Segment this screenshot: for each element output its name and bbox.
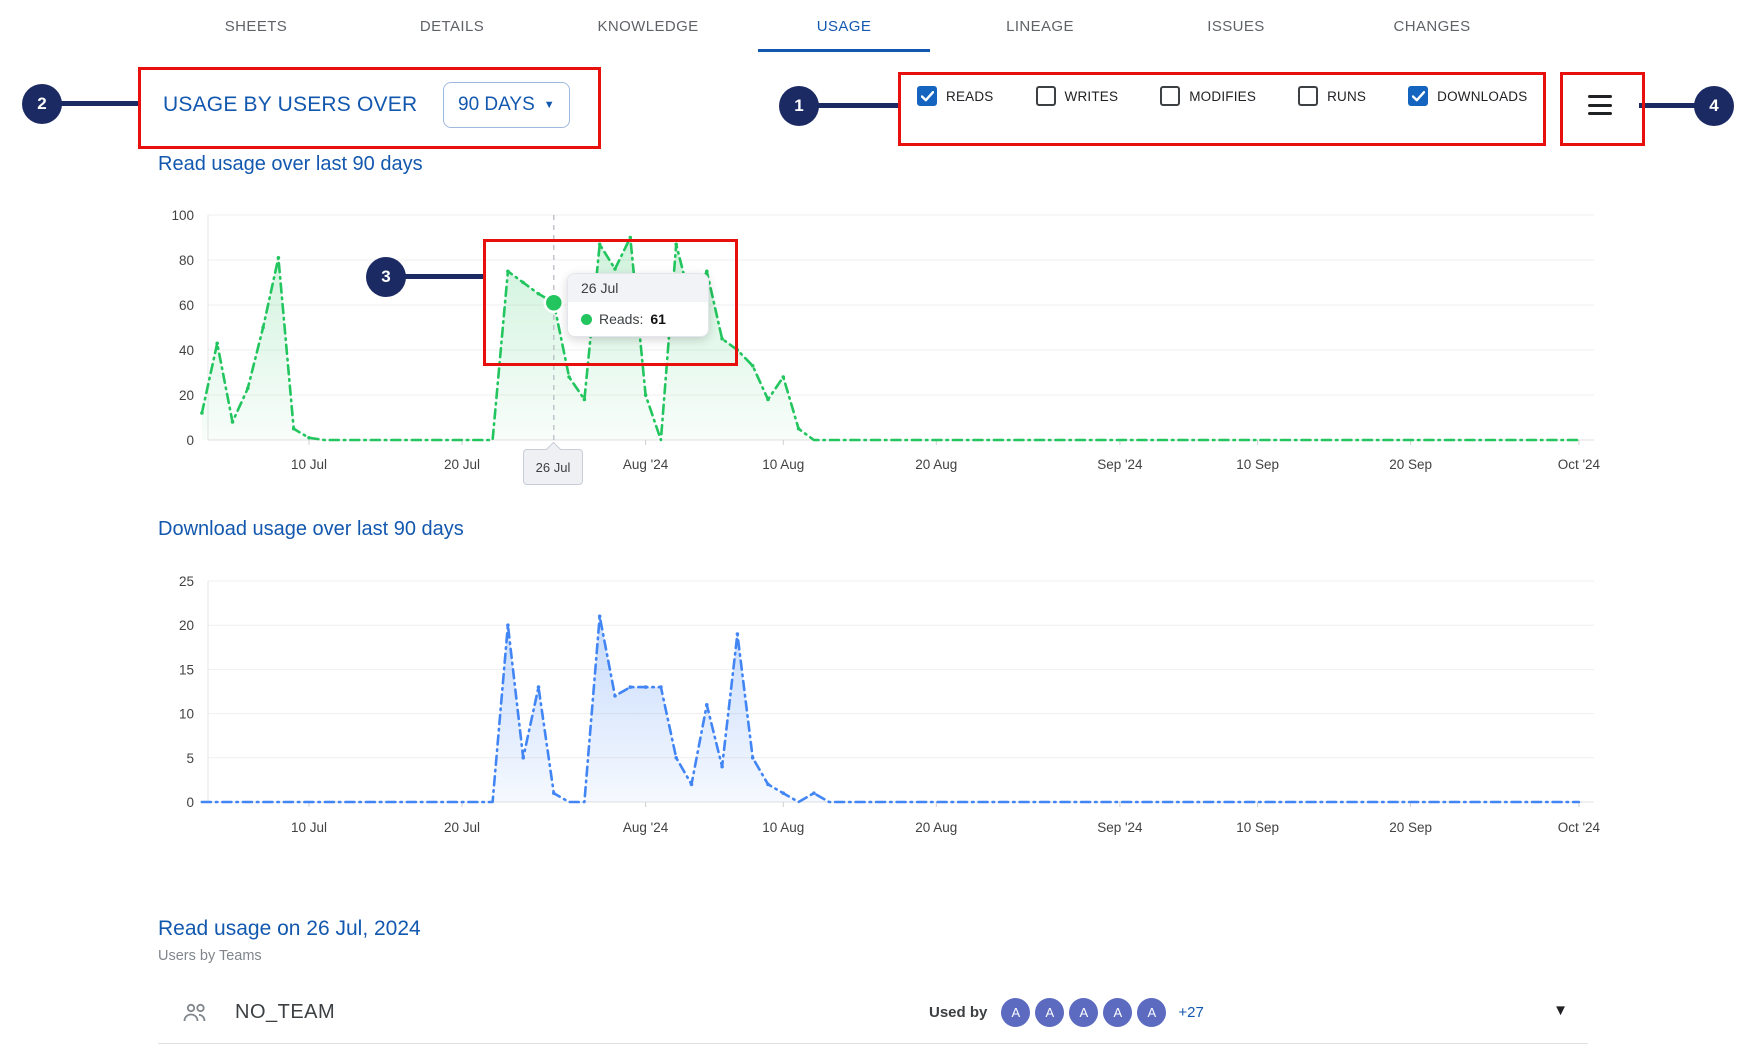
range-dropdown-value: 90 DAYS bbox=[458, 94, 535, 115]
tab-issues[interactable]: ISSUES bbox=[1207, 17, 1265, 35]
svg-text:40: 40 bbox=[179, 343, 194, 358]
callout-line-1 bbox=[818, 103, 898, 108]
filter-label: MODIFIES bbox=[1189, 88, 1257, 104]
svg-text:20 Jul: 20 Jul bbox=[444, 820, 480, 835]
tab-changes[interactable]: CHANGES bbox=[1393, 17, 1471, 35]
read-usage-chart-title: Read usage over last 90 days bbox=[158, 153, 423, 175]
series-dot-icon bbox=[581, 313, 592, 325]
callout-line-3 bbox=[404, 274, 483, 279]
checked-checkbox-icon[interactable] bbox=[1408, 86, 1429, 106]
callout-3: 3 bbox=[366, 257, 406, 297]
svg-text:0: 0 bbox=[186, 795, 194, 810]
svg-text:25: 25 bbox=[179, 574, 194, 589]
filter-label: RUNS bbox=[1327, 88, 1367, 104]
callout-line-2 bbox=[60, 101, 138, 106]
download-usage-chart[interactable]: 0 5 10 15 20 25 10 Jul 20 Jul Aug '24 10 Aug 20 Au… bbox=[179, 574, 1601, 835]
svg-text:20 Sep: 20 Sep bbox=[1389, 820, 1432, 835]
read-usage-date-title: Read usage on 26 Jul, 2024 bbox=[158, 917, 421, 940]
svg-text:0: 0 bbox=[186, 433, 194, 448]
tab-usage[interactable]: USAGE bbox=[746, 0, 942, 52]
unchecked-checkbox-icon[interactable] bbox=[1160, 86, 1181, 106]
svg-text:15: 15 bbox=[179, 662, 194, 677]
checked-checkbox-icon[interactable] bbox=[917, 86, 937, 106]
filter-label: READS bbox=[946, 88, 994, 104]
filter-label: WRITES bbox=[1064, 88, 1119, 104]
tab-bar: SHEETS DETAILS KNOWLEDGE USAGE LINEAGE ISSUES… bbox=[158, 0, 1530, 52]
callout-4: 4 bbox=[1694, 86, 1734, 126]
svg-text:60: 60 bbox=[179, 298, 194, 313]
svg-text:80: 80 bbox=[179, 253, 194, 268]
users-by-teams-label: Users by Teams bbox=[158, 948, 262, 964]
used-by-label: Used by bbox=[929, 1004, 988, 1021]
tooltip-date: 26 Jul bbox=[568, 274, 708, 302]
svg-text:100: 100 bbox=[171, 208, 194, 223]
filter-reads[interactable]: READS bbox=[917, 86, 994, 106]
download-usage-chart-title: Download usage over last 90 days bbox=[158, 518, 464, 540]
svg-text:5: 5 bbox=[186, 751, 194, 766]
svg-text:20 Sep: 20 Sep bbox=[1389, 457, 1432, 472]
callout-1: 1 bbox=[779, 86, 819, 126]
expand-chevron-icon[interactable]: ▼ bbox=[1553, 1002, 1568, 1019]
svg-text:Aug '24: Aug '24 bbox=[623, 457, 669, 472]
team-icon bbox=[183, 1003, 206, 1021]
svg-text:Oct '24: Oct '24 bbox=[1558, 820, 1601, 835]
tooltip-series-label: Reads: bbox=[599, 311, 644, 327]
svg-text:10 Jul: 10 Jul bbox=[291, 820, 327, 835]
more-users-link[interactable]: +27 bbox=[1178, 1004, 1204, 1021]
svg-text:20: 20 bbox=[179, 388, 194, 403]
filter-downloads[interactable]: DOWNLOADS bbox=[1408, 86, 1527, 106]
svg-text:20 Aug: 20 Aug bbox=[915, 820, 957, 835]
svg-text:10 Jul: 10 Jul bbox=[291, 457, 327, 472]
svg-text:10: 10 bbox=[179, 707, 194, 722]
tab-lineage[interactable]: LINEAGE bbox=[1006, 17, 1074, 35]
svg-text:10 Aug: 10 Aug bbox=[762, 820, 804, 835]
hamburger-menu-icon[interactable] bbox=[1588, 95, 1612, 115]
user-avatar[interactable]: A bbox=[1035, 998, 1065, 1027]
chart-tooltip: 26 Jul Reads: 61 bbox=[567, 273, 709, 337]
svg-text:Oct '24: Oct '24 bbox=[1558, 457, 1601, 472]
tab-knowledge[interactable]: KNOWLEDGE bbox=[597, 17, 699, 35]
filter-runs[interactable]: RUNS bbox=[1298, 86, 1366, 106]
user-avatar[interactable]: A bbox=[1103, 998, 1133, 1027]
team-name: NO_TEAM bbox=[235, 1001, 336, 1023]
svg-text:10 Aug: 10 Aug bbox=[762, 457, 804, 472]
callout-line-4 bbox=[1639, 103, 1696, 108]
svg-text:Sep '24: Sep '24 bbox=[1097, 457, 1143, 472]
svg-text:Sep '24: Sep '24 bbox=[1097, 820, 1143, 835]
axis-date-marker: 26 Jul bbox=[523, 449, 583, 485]
read-usage-chart[interactable]: 0 20 40 60 80 100 10 Jul 20 Jul Aug '24 10 Aug 20 … bbox=[171, 208, 1600, 472]
tab-details[interactable]: DETAILS bbox=[419, 17, 485, 35]
chevron-down-icon: ▼ bbox=[543, 98, 555, 111]
usage-type-filters: READS WRITES MODIFIES RUNS DOWNLOADS bbox=[917, 86, 1527, 106]
user-avatar[interactable]: A bbox=[1001, 998, 1031, 1027]
svg-text:20: 20 bbox=[179, 618, 194, 633]
filter-writes[interactable]: WRITES bbox=[1035, 86, 1119, 106]
callout-2: 2 bbox=[22, 84, 62, 124]
filter-label: DOWNLOADS bbox=[1437, 88, 1528, 104]
filter-modifies[interactable]: MODIFIES bbox=[1160, 86, 1256, 106]
unchecked-checkbox-icon[interactable] bbox=[1035, 86, 1056, 106]
svg-text:10 Sep: 10 Sep bbox=[1236, 457, 1279, 472]
user-avatar[interactable]: A bbox=[1069, 998, 1099, 1027]
svg-text:10 Sep: 10 Sep bbox=[1236, 820, 1279, 835]
user-avatar[interactable]: A bbox=[1137, 998, 1167, 1027]
unchecked-checkbox-icon[interactable] bbox=[1298, 86, 1319, 106]
usage-by-users-title: USAGE BY USERS OVER bbox=[163, 93, 418, 116]
svg-text:20 Aug: 20 Aug bbox=[915, 457, 957, 472]
tab-sheets[interactable]: SHEETS bbox=[224, 17, 288, 35]
range-dropdown[interactable]: 90 DAYS ▼ bbox=[443, 82, 570, 128]
tooltip-value: 61 bbox=[650, 311, 666, 327]
svg-text:20 Jul: 20 Jul bbox=[444, 457, 480, 472]
svg-text:Aug '24: Aug '24 bbox=[623, 820, 669, 835]
